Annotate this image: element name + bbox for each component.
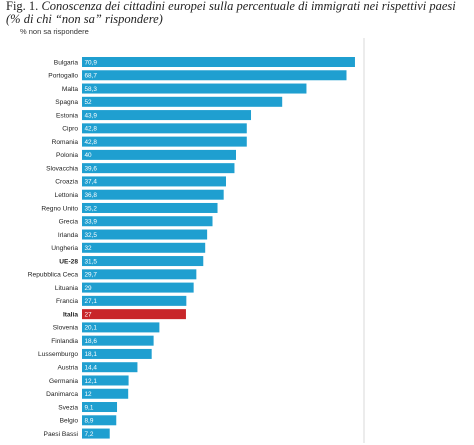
category-label-lituania: Lituania (55, 285, 78, 292)
value-label-estonia: 43,9 (85, 112, 98, 119)
category-label-croazia: Croazia (55, 179, 78, 186)
value-label-cipro: 42,8 (85, 126, 98, 133)
bar-ungheria (82, 242, 206, 253)
category-label-estonia: Estonia (56, 112, 78, 119)
value-label-polonia: 40 (85, 152, 93, 159)
value-label-spagna: 52 (85, 99, 93, 106)
bar-germania (82, 375, 129, 386)
category-label-regno-unito: Regno Unito (41, 205, 78, 212)
value-label-ungheria: 32 (85, 245, 93, 252)
value-label-germania: 12,1 (85, 378, 98, 385)
bar-danimarca (82, 388, 129, 399)
bar-irlanda (82, 229, 208, 240)
value-label-danimarca: 12 (85, 391, 93, 398)
value-label-grecia: 33,9 (85, 219, 98, 226)
value-label-austria: 14,4 (85, 365, 98, 372)
value-label-belgio: 8,9 (85, 418, 94, 425)
bar-polonia (82, 149, 236, 160)
category-label-austria: Austria (57, 365, 78, 372)
value-label-slovacchia: 39,6 (85, 165, 98, 172)
category-label-italia: Italia (63, 311, 78, 318)
bar-bulgaria (82, 57, 355, 67)
category-label-slovenia: Slovenia (53, 325, 79, 332)
bar-austria (82, 362, 138, 373)
category-label-cipro: Cipro (62, 126, 78, 133)
category-label-danimarca: Danimarca (46, 391, 78, 398)
value-label-irlanda: 32,5 (85, 232, 98, 239)
category-label-spagna: Spagna (55, 99, 78, 106)
bar-ue-28 (82, 256, 204, 267)
bar-italia (82, 309, 186, 320)
value-label-lussemburgo: 18,1 (85, 351, 98, 358)
value-label-repubblica-ceca: 29,7 (85, 272, 98, 279)
bar-regno-unito (82, 202, 218, 213)
category-label-lussemburgo: Lussemburgo (38, 351, 78, 358)
bar-estonia (82, 110, 252, 121)
category-label-francia: Francia (56, 298, 78, 305)
category-label-slovacchia: Slovacchia (46, 165, 78, 172)
value-label-lituania: 29 (85, 285, 93, 292)
bar-paesi-bassi (82, 428, 110, 439)
category-label-paesi-bassi: Paesi Bassi (44, 431, 79, 438)
bar-malta (82, 83, 307, 94)
bar-slovenia (82, 322, 160, 333)
bar-romania (82, 136, 247, 147)
bar-cipro (82, 123, 247, 134)
category-label-grecia: Grecia (59, 219, 79, 226)
value-label-regno-unito: 35,2 (85, 205, 98, 212)
value-label-lettonia: 36,8 (85, 192, 98, 199)
figure-title: Conoscenza dei cittadini europei sulla p… (6, 0, 456, 26)
category-label-malta: Malta (62, 86, 78, 93)
value-label-francia: 27,1 (85, 298, 98, 305)
value-label-malta: 58,3 (85, 86, 98, 93)
category-label-germania: Germania (49, 378, 78, 385)
value-label-croazia: 37,4 (85, 179, 98, 186)
bar-grecia (82, 216, 213, 227)
category-label-lettonia: Lettonia (55, 192, 79, 199)
bar-slovacchia (82, 163, 235, 174)
category-label-bulgaria: Bulgaria (54, 59, 79, 66)
category-label-polonia: Polonia (56, 152, 78, 159)
figure-number: Fig. 1. (6, 0, 39, 13)
value-label-bulgaria: 70,9 (85, 59, 98, 66)
category-label-portogallo: Portogallo (48, 73, 78, 80)
bar-lussemburgo (82, 348, 152, 359)
category-label-belgio: Belgio (60, 418, 79, 425)
bar-portogallo (82, 70, 347, 81)
value-label-slovenia: 20,1 (85, 325, 98, 332)
bar-francia (82, 295, 187, 306)
value-label-portogallo: 68,7 (85, 73, 98, 80)
value-label-italia: 27 (85, 311, 93, 318)
bar-lettonia (82, 189, 224, 200)
category-label-repubblica-ceca: Repubblica Ceca (28, 272, 79, 279)
bar-repubblica-ceca (82, 269, 197, 280)
figure-caption: Fig. 1. Conoscenza dei cittadini europei… (6, 0, 470, 26)
category-label-svezia: Svezia (58, 404, 78, 411)
value-label-paesi-bassi: 7,2 (85, 431, 94, 438)
value-label-finlandia: 18,6 (85, 338, 98, 345)
bar-lituania (82, 282, 194, 293)
bar-finlandia (82, 335, 154, 346)
category-label-irlanda: Irlanda (58, 232, 78, 239)
value-label-ue-28: 31,5 (85, 258, 98, 265)
bar-belgio (82, 415, 117, 426)
value-label-svezia: 9,1 (85, 404, 94, 411)
value-label-romania: 42,8 (85, 139, 98, 146)
bar-spagna (82, 96, 283, 107)
chart-subtitle: % non sa rispondere (20, 27, 89, 36)
bar-croazia (82, 176, 226, 187)
category-label-romania: Romania (52, 139, 79, 146)
bar-svezia (82, 402, 118, 413)
category-label-ungheria: Ungheria (51, 245, 78, 252)
category-label-finlandia: Finlandia (51, 338, 78, 345)
category-label-ue-28: UE-28 (59, 258, 78, 265)
